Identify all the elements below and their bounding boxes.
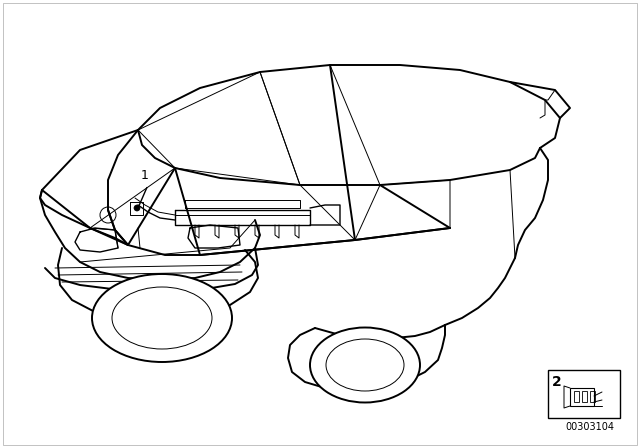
Bar	[574, 391, 579, 402]
Text: 2: 2	[552, 375, 562, 389]
Ellipse shape	[310, 327, 420, 402]
Text: 1: 1	[141, 169, 149, 182]
Bar	[582, 391, 587, 402]
Ellipse shape	[92, 274, 232, 362]
Text: 00303104: 00303104	[566, 422, 614, 432]
Bar	[570, 388, 594, 406]
Circle shape	[134, 205, 140, 211]
Bar	[590, 391, 595, 402]
Bar	[548, 370, 620, 418]
